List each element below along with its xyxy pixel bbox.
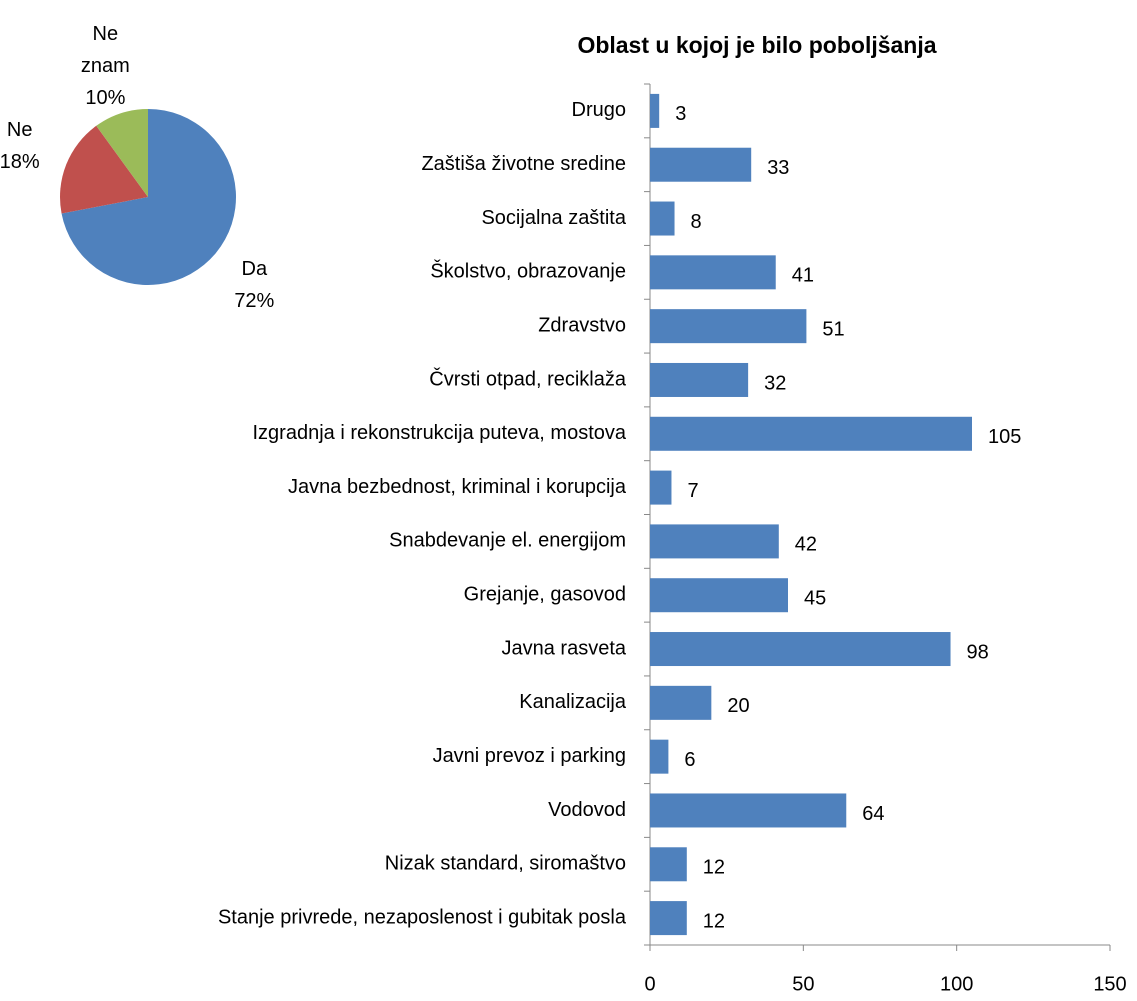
bar (650, 578, 788, 613)
category-label: Kanalizacija (519, 691, 627, 713)
category-label: Školstvo, obrazovanje (430, 260, 626, 283)
category-label: Snabdevanje el. energijom (389, 530, 626, 552)
pie-slice (96, 109, 148, 197)
bar (650, 416, 972, 451)
category-label: Socijalna zaštita (481, 207, 626, 229)
bar (650, 93, 660, 128)
value-label: 41 (792, 265, 814, 287)
category-label: Čvrsti otpad, reciklaža (429, 367, 627, 390)
bar (650, 362, 749, 397)
pie-label: Da 72% (222, 253, 286, 317)
bar (650, 309, 807, 344)
category-label: Grejanje, gasovod (464, 584, 626, 606)
pie-value-label: 10% (85, 86, 126, 109)
bar (650, 739, 669, 774)
chart-title: Oblast u kojoj je bilo poboljšanja (577, 32, 936, 58)
bar (650, 255, 776, 290)
value-label: 98 (967, 641, 989, 663)
bar (650, 201, 675, 236)
value-label: 7 (687, 480, 698, 502)
bar (650, 685, 712, 720)
bar (650, 632, 951, 667)
value-label: 12 (703, 857, 725, 879)
value-label: 105 (988, 426, 1021, 448)
pie-category: Da (241, 257, 268, 280)
category-label: Stanje privrede, nezaposlenost i gubitak… (218, 906, 627, 928)
pie-category: Ne (6, 119, 33, 142)
x-tick-label: 50 (792, 973, 814, 995)
category-label: Javna bezbednost, kriminal i korupcija (288, 476, 627, 498)
value-label: 33 (767, 157, 789, 179)
pie-value-label: 18% (0, 151, 40, 174)
pie-label: Ne 18% (0, 114, 52, 178)
pie-slice (61, 109, 237, 286)
bar (650, 847, 687, 882)
category-label: Zaštiša životne sredine (421, 153, 626, 175)
x-tick-label: 100 (940, 973, 973, 995)
pie-value-label: 72% (234, 289, 275, 312)
value-label: 32 (764, 372, 786, 394)
bar (650, 470, 672, 505)
x-tick-label: 0 (644, 973, 655, 995)
value-label: 8 (691, 211, 702, 233)
bar (650, 147, 752, 182)
category-label: Nizak standard, siromaštvo (385, 853, 626, 875)
pie-slice (59, 125, 148, 214)
value-label: 64 (862, 803, 884, 825)
category-label: Izgradnja i rekonstrukcija puteva, mosto… (252, 422, 626, 444)
category-label: Vodovod (548, 799, 626, 821)
value-label: 12 (703, 910, 725, 932)
value-label: 42 (795, 534, 817, 556)
bar (650, 524, 779, 559)
category-label: Javni prevoz i parking (433, 745, 626, 767)
value-label: 3 (675, 103, 686, 125)
value-label: 45 (804, 588, 826, 610)
pie-label: Ne znam 10% (73, 18, 137, 114)
category-label: Zdravstvo (538, 314, 626, 336)
bar (650, 901, 687, 936)
value-label: 51 (822, 318, 844, 340)
value-label: 20 (727, 695, 749, 717)
category-label: Drugo (572, 99, 626, 121)
bar (650, 793, 847, 828)
value-label: 6 (684, 749, 695, 771)
category-label: Javna rasveta (501, 637, 626, 659)
x-tick-label: 150 (1093, 973, 1126, 995)
pie-category: Ne znam (80, 22, 130, 77)
